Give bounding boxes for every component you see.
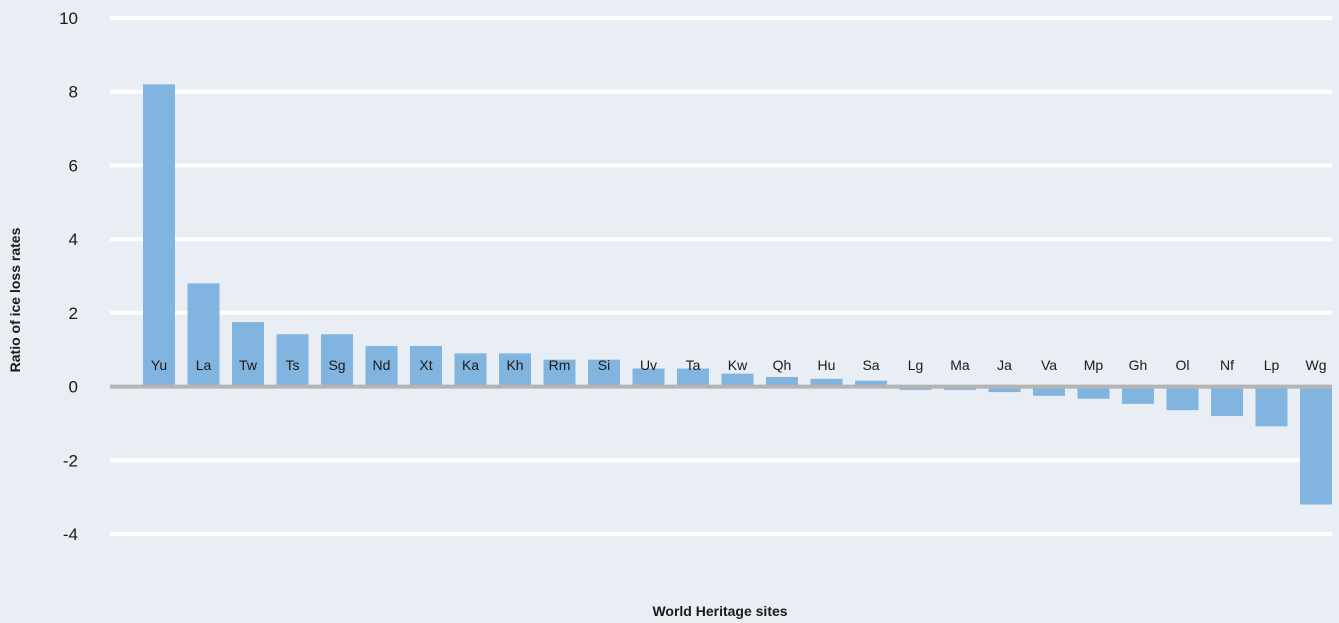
bar-ja [988, 386, 1021, 393]
category-label-nd: Nd [373, 357, 391, 373]
category-label-wg: Wg [1306, 357, 1327, 373]
bar-ta [677, 368, 709, 387]
category-label-uv: Uv [640, 357, 657, 373]
category-label-ol: Ol [1176, 357, 1190, 373]
bar-nf [1211, 386, 1243, 417]
category-label-ta: Ta [686, 357, 701, 373]
gridlines [110, 16, 1332, 536]
category-label-si: Si [598, 357, 610, 373]
category-label-mp: Mp [1084, 357, 1104, 373]
bars [143, 84, 1332, 505]
category-label-rm: Rm [549, 357, 571, 373]
bar-la [187, 283, 220, 387]
category-label-ts: Ts [286, 357, 300, 373]
category-label-sg: Sg [328, 357, 345, 373]
bar-ol [1166, 386, 1199, 411]
bar-ts [276, 334, 309, 387]
y-tick-label: 0 [69, 378, 78, 397]
category-label-la: La [196, 357, 212, 373]
y-tick-label: 6 [69, 156, 78, 175]
bar-tw [232, 322, 264, 387]
category-label-va: Va [1041, 357, 1057, 373]
category-label-yu: Yu [151, 357, 167, 373]
y-tick-label: -4 [63, 525, 78, 544]
bar-rm [543, 359, 576, 387]
category-label-qh: Qh [773, 357, 792, 373]
y-tick-label: 8 [69, 83, 78, 102]
category-label-lg: Lg [908, 357, 924, 373]
bar-qh [766, 376, 798, 387]
category-label-ja: Ja [997, 357, 1012, 373]
bar-ka [454, 353, 487, 387]
bar-hu [810, 378, 843, 387]
category-label-sa: Sa [862, 357, 879, 373]
bar-sa [855, 380, 887, 387]
bar-uv [632, 368, 665, 387]
x-axis-title: World Heritage sites [652, 603, 787, 619]
bar-gh [1122, 386, 1154, 404]
y-tick-label: -2 [63, 451, 78, 470]
y-tick-label: 2 [69, 304, 78, 323]
bar-sg [321, 334, 353, 387]
bar-si [588, 359, 620, 387]
y-tick-label: 10 [59, 9, 78, 28]
category-label-gh: Gh [1129, 357, 1148, 373]
bar-nd [365, 346, 398, 387]
bar-kw [721, 373, 754, 387]
bar-yu [143, 84, 175, 387]
bar-kh [499, 353, 531, 387]
category-label-nf: Nf [1220, 357, 1234, 373]
bar-mp [1077, 386, 1110, 399]
category-label-lp: Lp [1264, 357, 1280, 373]
y-axis-title: Ratio of ice loss rates [7, 227, 23, 372]
bar-lp [1255, 386, 1288, 427]
category-label-kh: Kh [506, 357, 523, 373]
y-tick-label: 4 [69, 230, 78, 249]
category-label-hu: Hu [818, 357, 836, 373]
category-labels: Yu La Tw Ts Sg Nd Xt Ka Kh Rm Si Uv Ta Kw Qh Hu Sa Lg Ma Ja… [151, 357, 1327, 373]
bar-va [1033, 386, 1065, 396]
category-label-kw: Kw [728, 357, 748, 373]
y-tick-labels: 10 8 6 4 2 0 -2 -4 [59, 9, 78, 544]
bar-xt [410, 346, 442, 387]
category-label-ma: Ma [950, 357, 970, 373]
bar-wg [1300, 386, 1332, 505]
category-label-tw: Tw [239, 357, 258, 373]
category-label-ka: Ka [462, 357, 479, 373]
category-label-xt: Xt [419, 357, 432, 373]
